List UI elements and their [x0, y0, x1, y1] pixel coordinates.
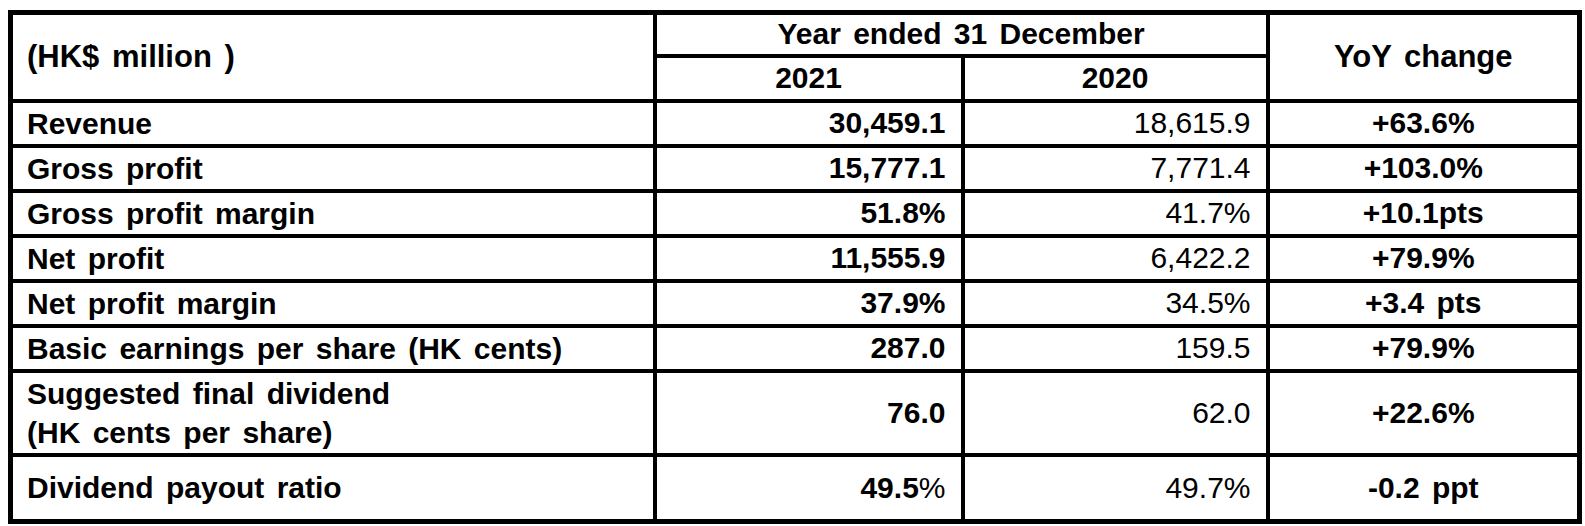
unit-label-cell: (HK$ million )	[11, 13, 655, 101]
table-row-gross-profit-margin: Gross profit margin 51.8% 41.7% +10.1pts	[11, 191, 1580, 236]
yoy-change-value: +63.6%	[1268, 101, 1580, 146]
year-2021-header: 2021	[655, 56, 963, 101]
row-label: Net profit	[11, 236, 655, 281]
yoy-change-value: +79.9%	[1268, 236, 1580, 281]
table-row-basic-eps: Basic earnings per share (HK cents) 287.…	[11, 326, 1580, 371]
table-row-gross-profit: Gross profit 15,777.1 7,771.4 +103.0%	[11, 146, 1580, 191]
table-row-revenue: Revenue 30,459.1 18,615.9 +63.6%	[11, 101, 1580, 146]
yoy-change-value: +3.4 pts	[1268, 281, 1580, 326]
value-2020: 49.7%	[963, 455, 1268, 522]
financial-results-table: (HK$ million ) Year ended 31 December Yo…	[8, 10, 1582, 524]
value-2020: 6,422.2	[963, 236, 1268, 281]
row-label-line2: (HK cents per share)	[27, 413, 653, 452]
row-label-line1: Suggested final dividend	[27, 374, 653, 413]
row-label: Net profit margin	[11, 281, 655, 326]
period-header-cell: Year ended 31 December	[655, 13, 1268, 56]
table-row-net-profit: Net profit 11,555.9 6,422.2 +79.9%	[11, 236, 1580, 281]
yoy-change-value: +103.0%	[1268, 146, 1580, 191]
value-2021: 76.0	[655, 371, 963, 455]
value-2021-text: 11,555.9	[830, 241, 945, 274]
value-2020: 34.5%	[963, 281, 1268, 326]
row-label: Dividend payout ratio	[11, 455, 655, 522]
value-2020: 62.0	[963, 371, 1268, 455]
value-2021-suffix: %	[919, 471, 946, 504]
value-2021-text: 37.9%	[860, 286, 945, 319]
header-row-period: (HK$ million ) Year ended 31 December Yo…	[11, 13, 1580, 56]
yoy-change-value: +79.9%	[1268, 326, 1580, 371]
value-2020: 41.7%	[963, 191, 1268, 236]
value-2021-text: 15,777.1	[829, 151, 946, 184]
value-2021: 15,777.1	[655, 146, 963, 191]
value-2021: 49.5%	[655, 455, 963, 522]
value-2021-text: 49.5	[860, 471, 918, 504]
value-2021: 51.8%	[655, 191, 963, 236]
year-2020-header: 2020	[963, 56, 1268, 101]
row-label: Revenue	[11, 101, 655, 146]
value-2021: 287.0	[655, 326, 963, 371]
value-2021: 37.9%	[655, 281, 963, 326]
value-2020: 159.5	[963, 326, 1268, 371]
yoy-header-cell: YoY change	[1268, 13, 1580, 101]
table-row-dividend-payout-ratio: Dividend payout ratio 49.5% 49.7% -0.2 p…	[11, 455, 1580, 522]
yoy-change-value: +10.1pts	[1268, 191, 1580, 236]
yoy-change-value: -0.2 ppt	[1268, 455, 1580, 522]
value-2020: 18,615.9	[963, 101, 1268, 146]
value-2021: 30,459.1	[655, 101, 963, 146]
value-2020: 7,771.4	[963, 146, 1268, 191]
value-2021-text: 76.0	[887, 396, 945, 429]
table-row-suggested-final-dividend: Suggested final dividend (HK cents per s…	[11, 371, 1580, 455]
value-2021: 11,555.9	[655, 236, 963, 281]
row-label: Gross profit	[11, 146, 655, 191]
value-2021-text: 287.0	[870, 331, 945, 364]
table-row-net-profit-margin: Net profit margin 37.9% 34.5% +3.4 pts	[11, 281, 1580, 326]
row-label: Gross profit margin	[11, 191, 655, 236]
row-label: Suggested final dividend (HK cents per s…	[11, 371, 655, 455]
yoy-change-value: +22.6%	[1268, 371, 1580, 455]
value-2021-text: 30,459.1	[829, 106, 946, 139]
value-2021-text: 51.8%	[860, 196, 945, 229]
row-label: Basic earnings per share (HK cents)	[11, 326, 655, 371]
